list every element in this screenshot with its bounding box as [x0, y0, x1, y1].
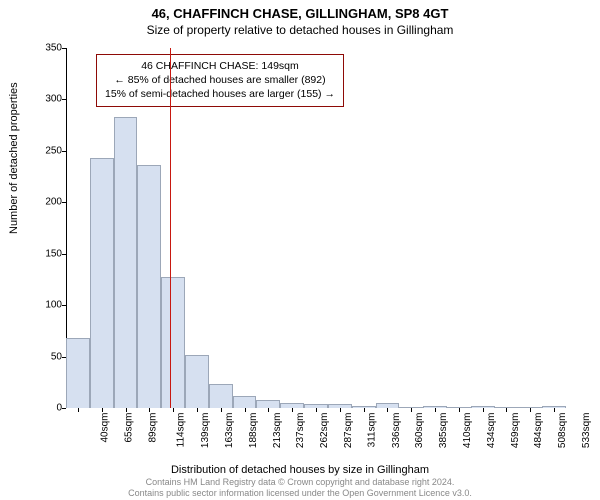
- x-tick-label: 336sqm: [391, 413, 402, 449]
- y-tick-label: 0: [56, 403, 62, 414]
- histogram-bar: [185, 355, 209, 408]
- x-tick-label: 410sqm: [462, 413, 473, 449]
- x-tick-label: 188sqm: [248, 413, 259, 449]
- x-tick-label: 262sqm: [319, 413, 330, 449]
- y-tick-label: 100: [45, 300, 62, 311]
- histogram-bar: [137, 165, 161, 408]
- footer: Contains HM Land Registry data © Crown c…: [0, 477, 600, 498]
- y-tick: [62, 408, 66, 409]
- y-tick: [62, 48, 66, 49]
- x-tick: [292, 408, 293, 412]
- x-tick: [387, 408, 388, 412]
- x-tick-label: 360sqm: [415, 413, 426, 449]
- histogram-bar: [66, 338, 90, 408]
- x-tick-label: 385sqm: [438, 413, 449, 449]
- y-tick: [62, 305, 66, 306]
- property-marker-line: [170, 48, 171, 408]
- y-tick: [62, 99, 66, 100]
- y-tick-label: 250: [45, 145, 62, 156]
- x-tick-label: 213sqm: [272, 413, 283, 449]
- y-tick: [62, 254, 66, 255]
- footer-line-2: Contains public sector information licen…: [0, 488, 600, 498]
- histogram-bar: [161, 277, 185, 408]
- histogram-bar: [233, 396, 257, 408]
- y-tick-label: 200: [45, 197, 62, 208]
- x-tick: [340, 408, 341, 412]
- x-tick: [126, 408, 127, 412]
- x-tick: [483, 408, 484, 412]
- x-tick: [364, 408, 365, 412]
- x-tick-label: 484sqm: [534, 413, 545, 449]
- x-tick: [245, 408, 246, 412]
- info-line-2: ← 85% of detached houses are smaller (89…: [105, 73, 335, 87]
- x-tick-label: 114sqm: [176, 413, 187, 448]
- x-tick-label: 434sqm: [486, 413, 497, 449]
- x-tick: [173, 408, 174, 412]
- x-tick: [459, 408, 460, 412]
- y-axis-label: Number of detached properties: [8, 82, 20, 234]
- histogram-bar: [114, 117, 138, 408]
- x-tick-label: 533sqm: [581, 413, 592, 449]
- info-line-1: 46 CHAFFINCH CHASE: 149sqm: [105, 59, 335, 73]
- x-tick: [268, 408, 269, 412]
- chart-subtitle: Size of property relative to detached ho…: [0, 21, 600, 37]
- x-tick-label: 459sqm: [510, 413, 521, 449]
- x-tick-label: 287sqm: [343, 413, 354, 449]
- histogram-bar: [90, 158, 114, 408]
- chart-title: 46, CHAFFINCH CHASE, GILLINGHAM, SP8 4GT: [0, 0, 600, 21]
- x-tick-label: 311sqm: [366, 413, 377, 448]
- info-box: 46 CHAFFINCH CHASE: 149sqm ← 85% of deta…: [96, 54, 344, 107]
- histogram-bar: [256, 400, 280, 408]
- y-tick-label: 50: [51, 351, 62, 362]
- x-tick: [78, 408, 79, 412]
- x-tick: [554, 408, 555, 412]
- x-tick-label: 65sqm: [123, 413, 134, 443]
- histogram-bar: [209, 384, 233, 408]
- x-tick: [530, 408, 531, 412]
- x-axis-label: Distribution of detached houses by size …: [0, 464, 600, 476]
- x-tick: [149, 408, 150, 412]
- x-tick-label: 163sqm: [224, 413, 235, 449]
- y-tick-label: 300: [45, 94, 62, 105]
- x-tick-label: 508sqm: [557, 413, 568, 449]
- x-tick: [506, 408, 507, 412]
- x-tick: [435, 408, 436, 412]
- plot-area: 46 CHAFFINCH CHASE: 149sqm ← 85% of deta…: [66, 48, 566, 408]
- x-tick-label: 237sqm: [295, 413, 306, 449]
- footer-line-1: Contains HM Land Registry data © Crown c…: [0, 477, 600, 487]
- x-tick: [411, 408, 412, 412]
- x-tick: [316, 408, 317, 412]
- y-tick-label: 150: [45, 248, 62, 259]
- y-tick: [62, 151, 66, 152]
- x-tick: [197, 408, 198, 412]
- x-tick-label: 89sqm: [147, 413, 158, 443]
- x-tick-label: 139sqm: [200, 413, 211, 449]
- y-tick-label: 350: [45, 43, 62, 54]
- x-tick: [102, 408, 103, 412]
- info-line-3: 15% of semi-detached houses are larger (…: [105, 87, 335, 101]
- x-tick: [221, 408, 222, 412]
- chart-container: 46, CHAFFINCH CHASE, GILLINGHAM, SP8 4GT…: [0, 0, 600, 500]
- x-tick-label: 40sqm: [99, 413, 110, 443]
- y-tick: [62, 202, 66, 203]
